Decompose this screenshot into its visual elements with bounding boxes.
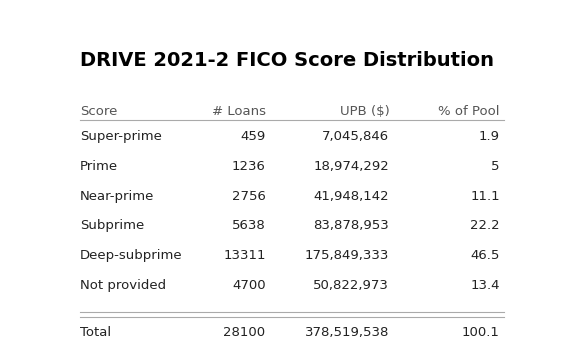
- Text: Deep-subprime: Deep-subprime: [80, 249, 183, 262]
- Text: 83,878,953: 83,878,953: [314, 219, 389, 233]
- Text: Near-prime: Near-prime: [80, 190, 154, 203]
- Text: 1236: 1236: [232, 160, 266, 173]
- Text: Super-prime: Super-prime: [80, 130, 162, 143]
- Text: 28100: 28100: [223, 326, 266, 337]
- Text: 18,974,292: 18,974,292: [314, 160, 389, 173]
- Text: 7,045,846: 7,045,846: [322, 130, 389, 143]
- Text: 4700: 4700: [232, 279, 266, 292]
- Text: 5638: 5638: [232, 219, 266, 233]
- Text: # Loans: # Loans: [211, 105, 266, 118]
- Text: Prime: Prime: [80, 160, 118, 173]
- Text: 2756: 2756: [232, 190, 266, 203]
- Text: 378,519,538: 378,519,538: [305, 326, 389, 337]
- Text: DRIVE 2021-2 FICO Score Distribution: DRIVE 2021-2 FICO Score Distribution: [80, 51, 494, 70]
- Text: Total: Total: [80, 326, 111, 337]
- Text: 13.4: 13.4: [470, 279, 500, 292]
- Text: 11.1: 11.1: [470, 190, 500, 203]
- Text: 1.9: 1.9: [479, 130, 500, 143]
- Text: 100.1: 100.1: [462, 326, 500, 337]
- Text: Score: Score: [80, 105, 117, 118]
- Text: 175,849,333: 175,849,333: [305, 249, 389, 262]
- Text: 46.5: 46.5: [470, 249, 500, 262]
- Text: UPB ($): UPB ($): [340, 105, 389, 118]
- Text: 50,822,973: 50,822,973: [314, 279, 389, 292]
- Text: Not provided: Not provided: [80, 279, 166, 292]
- Text: 13311: 13311: [223, 249, 266, 262]
- Text: 22.2: 22.2: [470, 219, 500, 233]
- Text: 459: 459: [241, 130, 266, 143]
- Text: Subprime: Subprime: [80, 219, 144, 233]
- Text: % of Pool: % of Pool: [438, 105, 500, 118]
- Text: 5: 5: [491, 160, 500, 173]
- Text: 41,948,142: 41,948,142: [314, 190, 389, 203]
